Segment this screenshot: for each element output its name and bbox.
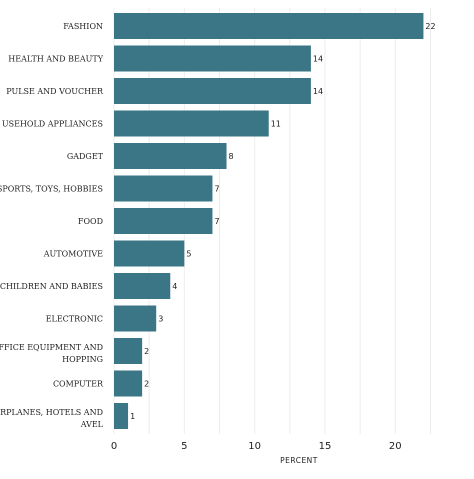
category-label-12: RPLANES, HOTELS AND AVEL — [0, 408, 104, 429]
category-label-3: USEHOLD APPLIANCES — [2, 120, 103, 129]
bar-layer — [114, 13, 424, 429]
category-label-6: FOOD — [78, 217, 103, 226]
category-label-10-line-0: FFICE EQUIPMENT AND — [0, 343, 103, 352]
bar-7 — [114, 240, 185, 267]
category-label-2: PULSE AND VOUCHER — [6, 87, 104, 96]
category-label-9: ELECTRONIC — [46, 315, 103, 324]
bar-1 — [114, 45, 311, 72]
category-label-1: HEALTH AND BEAUTY — [8, 55, 103, 64]
value-label-2: 14 — [313, 87, 323, 96]
bar-9 — [114, 305, 157, 332]
x-tick-label-0: 0 — [111, 441, 117, 452]
value-label-8: 4 — [172, 282, 177, 291]
value-label-12: 1 — [130, 412, 135, 421]
category-label-5: SPORTS, TOYS, HOBBIES — [0, 185, 103, 194]
bar-8 — [114, 273, 171, 299]
value-label-3: 11 — [271, 120, 281, 129]
category-label-11: COMPUTER — [53, 380, 104, 389]
bar-2 — [114, 78, 311, 104]
category-label-7: AUTOMOTIVE — [43, 250, 103, 259]
bar-11 — [114, 370, 143, 397]
category-label-4: GADGET — [67, 152, 104, 161]
value-label-9: 3 — [158, 315, 163, 324]
x-tick-label-1: 5 — [181, 441, 187, 452]
x-tick-label-3: 15 — [319, 441, 332, 452]
x-tick-label-2: 10 — [248, 441, 261, 452]
bar-12 — [114, 403, 129, 429]
bar-6 — [114, 208, 213, 234]
category-label-10-line-1: HOPPING — [62, 355, 103, 364]
x-tick-label-4: 20 — [389, 441, 402, 452]
value-label-4: 8 — [229, 152, 234, 161]
value-label-5: 7 — [214, 185, 219, 194]
category-label-12-line-0: RPLANES, HOTELS AND — [0, 408, 103, 417]
bar-3 — [114, 110, 269, 137]
x-axis: 0 5 10 15 20 — [111, 441, 402, 452]
category-label-8: CHILDREN AND BABIES — [0, 282, 103, 291]
value-label-1: 14 — [313, 55, 323, 64]
value-label-10: 2 — [144, 347, 149, 356]
value-label-0: 22 — [425, 22, 435, 31]
category-label-10: FFICE EQUIPMENT AND HOPPING — [0, 343, 103, 364]
bar-4 — [114, 143, 227, 169]
x-axis-title: PERCENT — [280, 456, 318, 465]
bar-10 — [114, 338, 143, 364]
category-label-0: FASHION — [63, 22, 103, 31]
bar-5 — [114, 175, 213, 202]
value-label-6: 7 — [214, 217, 219, 226]
value-label-7: 5 — [186, 250, 191, 259]
bar-0 — [114, 13, 424, 39]
category-label-12-line-1: AVEL — [80, 420, 104, 429]
value-label-11: 2 — [144, 380, 149, 389]
